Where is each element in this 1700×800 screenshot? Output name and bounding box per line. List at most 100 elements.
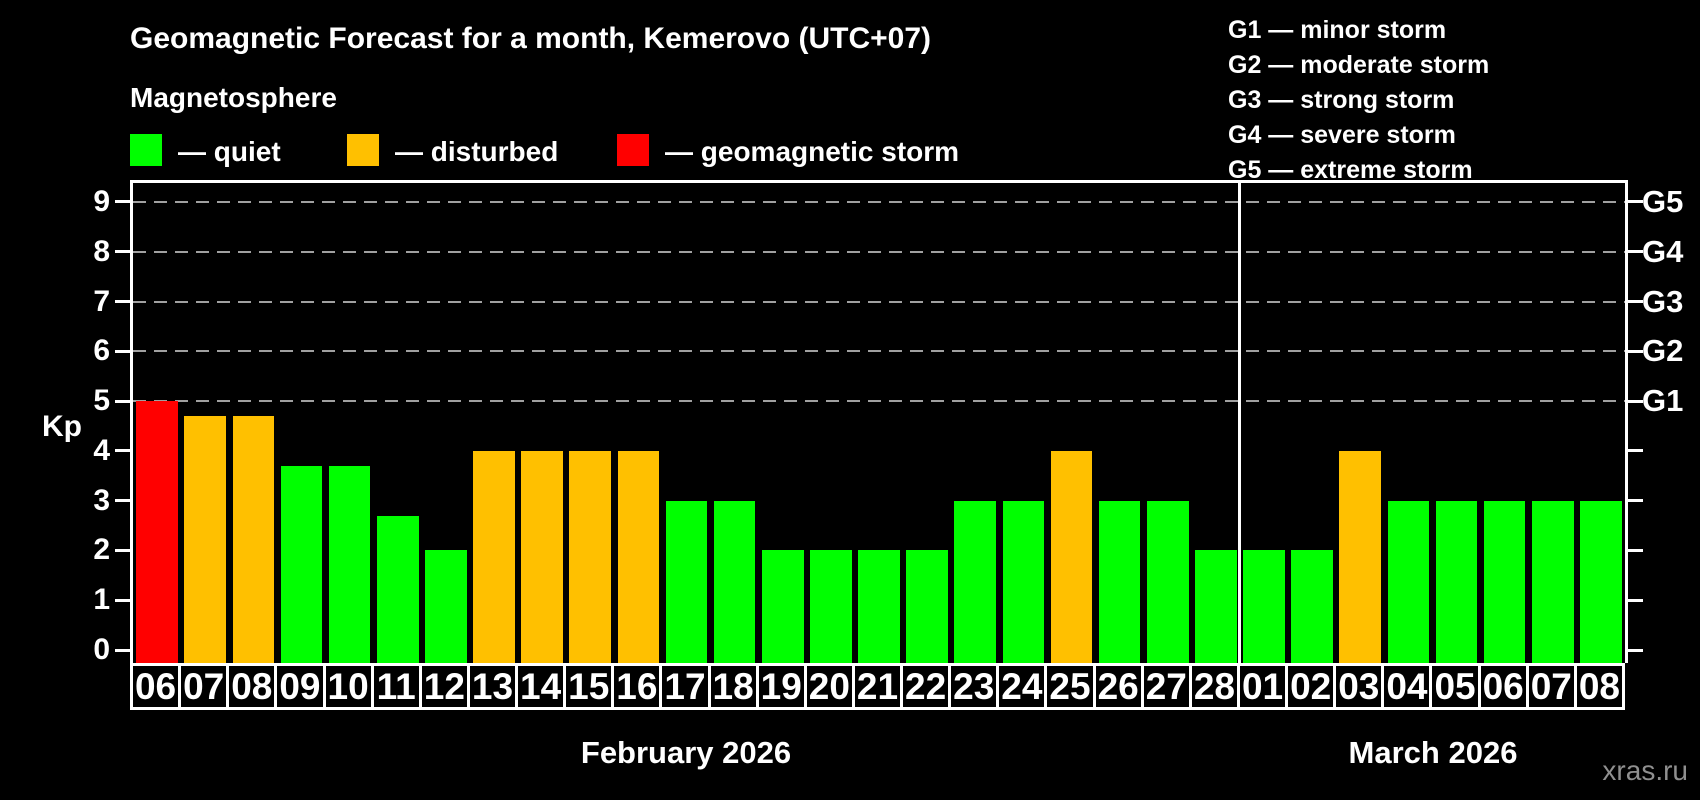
kp-bar-day-21 <box>858 550 900 663</box>
day-label-26: 26 <box>1092 663 1144 710</box>
day-label-08: 08 <box>226 663 278 710</box>
y-axis-tick-label: 2 <box>93 533 110 567</box>
y-axis-tick-left <box>115 349 130 353</box>
legend-label-storm: — geomagnetic storm <box>665 136 960 167</box>
gridline-kp-8 <box>133 250 1625 253</box>
kp-bar-day-02 <box>1291 550 1333 663</box>
gridline-kp-6 <box>133 350 1625 353</box>
day-label-15: 15 <box>563 663 615 710</box>
day-label-10: 10 <box>322 663 374 710</box>
kp-bar-day-12 <box>425 550 467 663</box>
chart-title: Geomagnetic Forecast for a month, Kemero… <box>130 22 932 55</box>
gridline-kp-9 <box>133 200 1625 203</box>
day-label-03: 03 <box>1333 663 1385 710</box>
y-axis-tick-label: 1 <box>93 583 110 617</box>
kp-bar-day-07 <box>1531 500 1574 663</box>
chart-subtitle: Magnetosphere <box>130 82 337 113</box>
y-axis-tick-label: 8 <box>93 234 110 268</box>
day-label-04: 04 <box>1381 663 1433 710</box>
day-label-23: 23 <box>948 663 1000 710</box>
watermark: xras.ru <box>1602 755 1688 786</box>
day-label-19: 19 <box>755 663 807 710</box>
kp-bar-day-01 <box>1243 550 1285 663</box>
day-label-22: 22 <box>900 663 952 710</box>
kp-bar-day-06 <box>136 401 178 663</box>
day-label-01: 01 <box>1236 663 1289 710</box>
day-label-16: 16 <box>611 663 663 710</box>
kp-bar-day-17 <box>665 500 708 663</box>
y-axis-tick-left <box>115 598 130 602</box>
y-axis-tick-label: 7 <box>93 284 110 318</box>
legend-swatch-quiet <box>130 134 162 166</box>
gridline-kp-5 <box>133 400 1625 403</box>
g-scale-legend: G1 — minor storm G2 — moderate storm G3 … <box>1228 13 1489 188</box>
g-level-label-G5: G5 <box>1642 183 1684 219</box>
g-scale-legend-line: G3 — strong storm <box>1228 86 1455 114</box>
kp-bar-day-16 <box>617 450 660 663</box>
day-label-14: 14 <box>515 663 567 710</box>
g-scale-legend-line: G4 — severe storm <box>1228 121 1456 149</box>
y-axis-tick-left <box>115 300 130 303</box>
g-scale-legend-line: G2 — moderate storm <box>1228 51 1490 79</box>
day-label-20: 20 <box>803 663 855 710</box>
y-axis-label: Kp <box>42 410 82 443</box>
y-axis-tick-label: 6 <box>93 334 110 368</box>
y-axis-tick-left <box>115 499 130 503</box>
kp-bar-day-08 <box>232 416 275 663</box>
y-axis-tick-right <box>1628 548 1643 552</box>
kp-bar-day-19 <box>761 550 804 663</box>
day-label-02: 02 <box>1285 663 1337 710</box>
day-label-17: 17 <box>659 663 711 710</box>
day-label-07: 07 <box>178 663 230 710</box>
day-label-11: 11 <box>370 663 422 710</box>
legend-label-quiet: — quiet <box>178 136 281 167</box>
month-divider-line <box>1238 183 1242 663</box>
kp-bar-day-20 <box>810 550 852 663</box>
day-label-08: 08 <box>1573 663 1625 710</box>
kp-bar-day-08 <box>1580 500 1622 663</box>
day-label-09: 09 <box>274 663 326 710</box>
y-axis-tick-label: 9 <box>93 184 110 218</box>
g-level-label-G3: G3 <box>1642 283 1684 319</box>
g-level-label-G4: G4 <box>1642 233 1684 269</box>
g-level-label-G1: G1 <box>1642 383 1684 419</box>
gridline-kp-7 <box>133 300 1625 303</box>
kp-bar-day-04 <box>1387 500 1430 663</box>
day-label-12: 12 <box>418 663 470 710</box>
kp-bar-day-23 <box>954 500 997 663</box>
legend-swatch-storm <box>617 134 649 166</box>
kp-bar-day-09 <box>280 465 323 663</box>
day-label-05: 05 <box>1429 663 1481 710</box>
kp-bar-day-18 <box>713 500 756 663</box>
day-label-06: 06 <box>1477 663 1529 710</box>
kp-bar-day-25 <box>1050 450 1093 663</box>
day-label-21: 21 <box>851 663 904 710</box>
y-axis-tick-left <box>115 548 130 552</box>
y-axis-tick-label: 4 <box>93 433 110 467</box>
y-axis-tick-left <box>115 250 130 254</box>
y-axis-tick-left <box>115 449 130 453</box>
kp-bar-day-10 <box>328 465 371 663</box>
y-axis-tick-right <box>1628 449 1643 453</box>
y-axis-tick-left <box>115 648 130 652</box>
kp-bar-day-26 <box>1098 500 1141 663</box>
legend-label-disturbed: — disturbed <box>395 136 559 167</box>
day-label-13: 13 <box>466 663 519 710</box>
y-axis-tick-right <box>1628 399 1643 403</box>
kp-bar-day-11 <box>376 515 419 663</box>
day-label-27: 27 <box>1140 663 1192 710</box>
day-label-18: 18 <box>707 663 759 710</box>
y-axis-tick-right <box>1628 648 1643 652</box>
y-axis-tick-label: 3 <box>93 483 110 517</box>
plot-area: 0 1 2 3 4 5 6 7 8 9 G1 G2 G3 G4 G5 <box>93 180 1683 666</box>
kp-bar-day-06 <box>1483 500 1526 663</box>
kp-bar-day-03 <box>1339 450 1382 663</box>
day-label-07: 07 <box>1525 663 1577 710</box>
y-axis-tick-right <box>1628 300 1643 303</box>
y-axis-tick-label: 0 <box>93 633 110 667</box>
y-axis-tick-right <box>1628 499 1643 503</box>
month-label-march: March 2026 <box>1348 735 1518 770</box>
month-label-february: February 2026 <box>580 735 792 770</box>
y-axis-tick-right <box>1628 200 1643 204</box>
day-label-28: 28 <box>1188 663 1240 710</box>
